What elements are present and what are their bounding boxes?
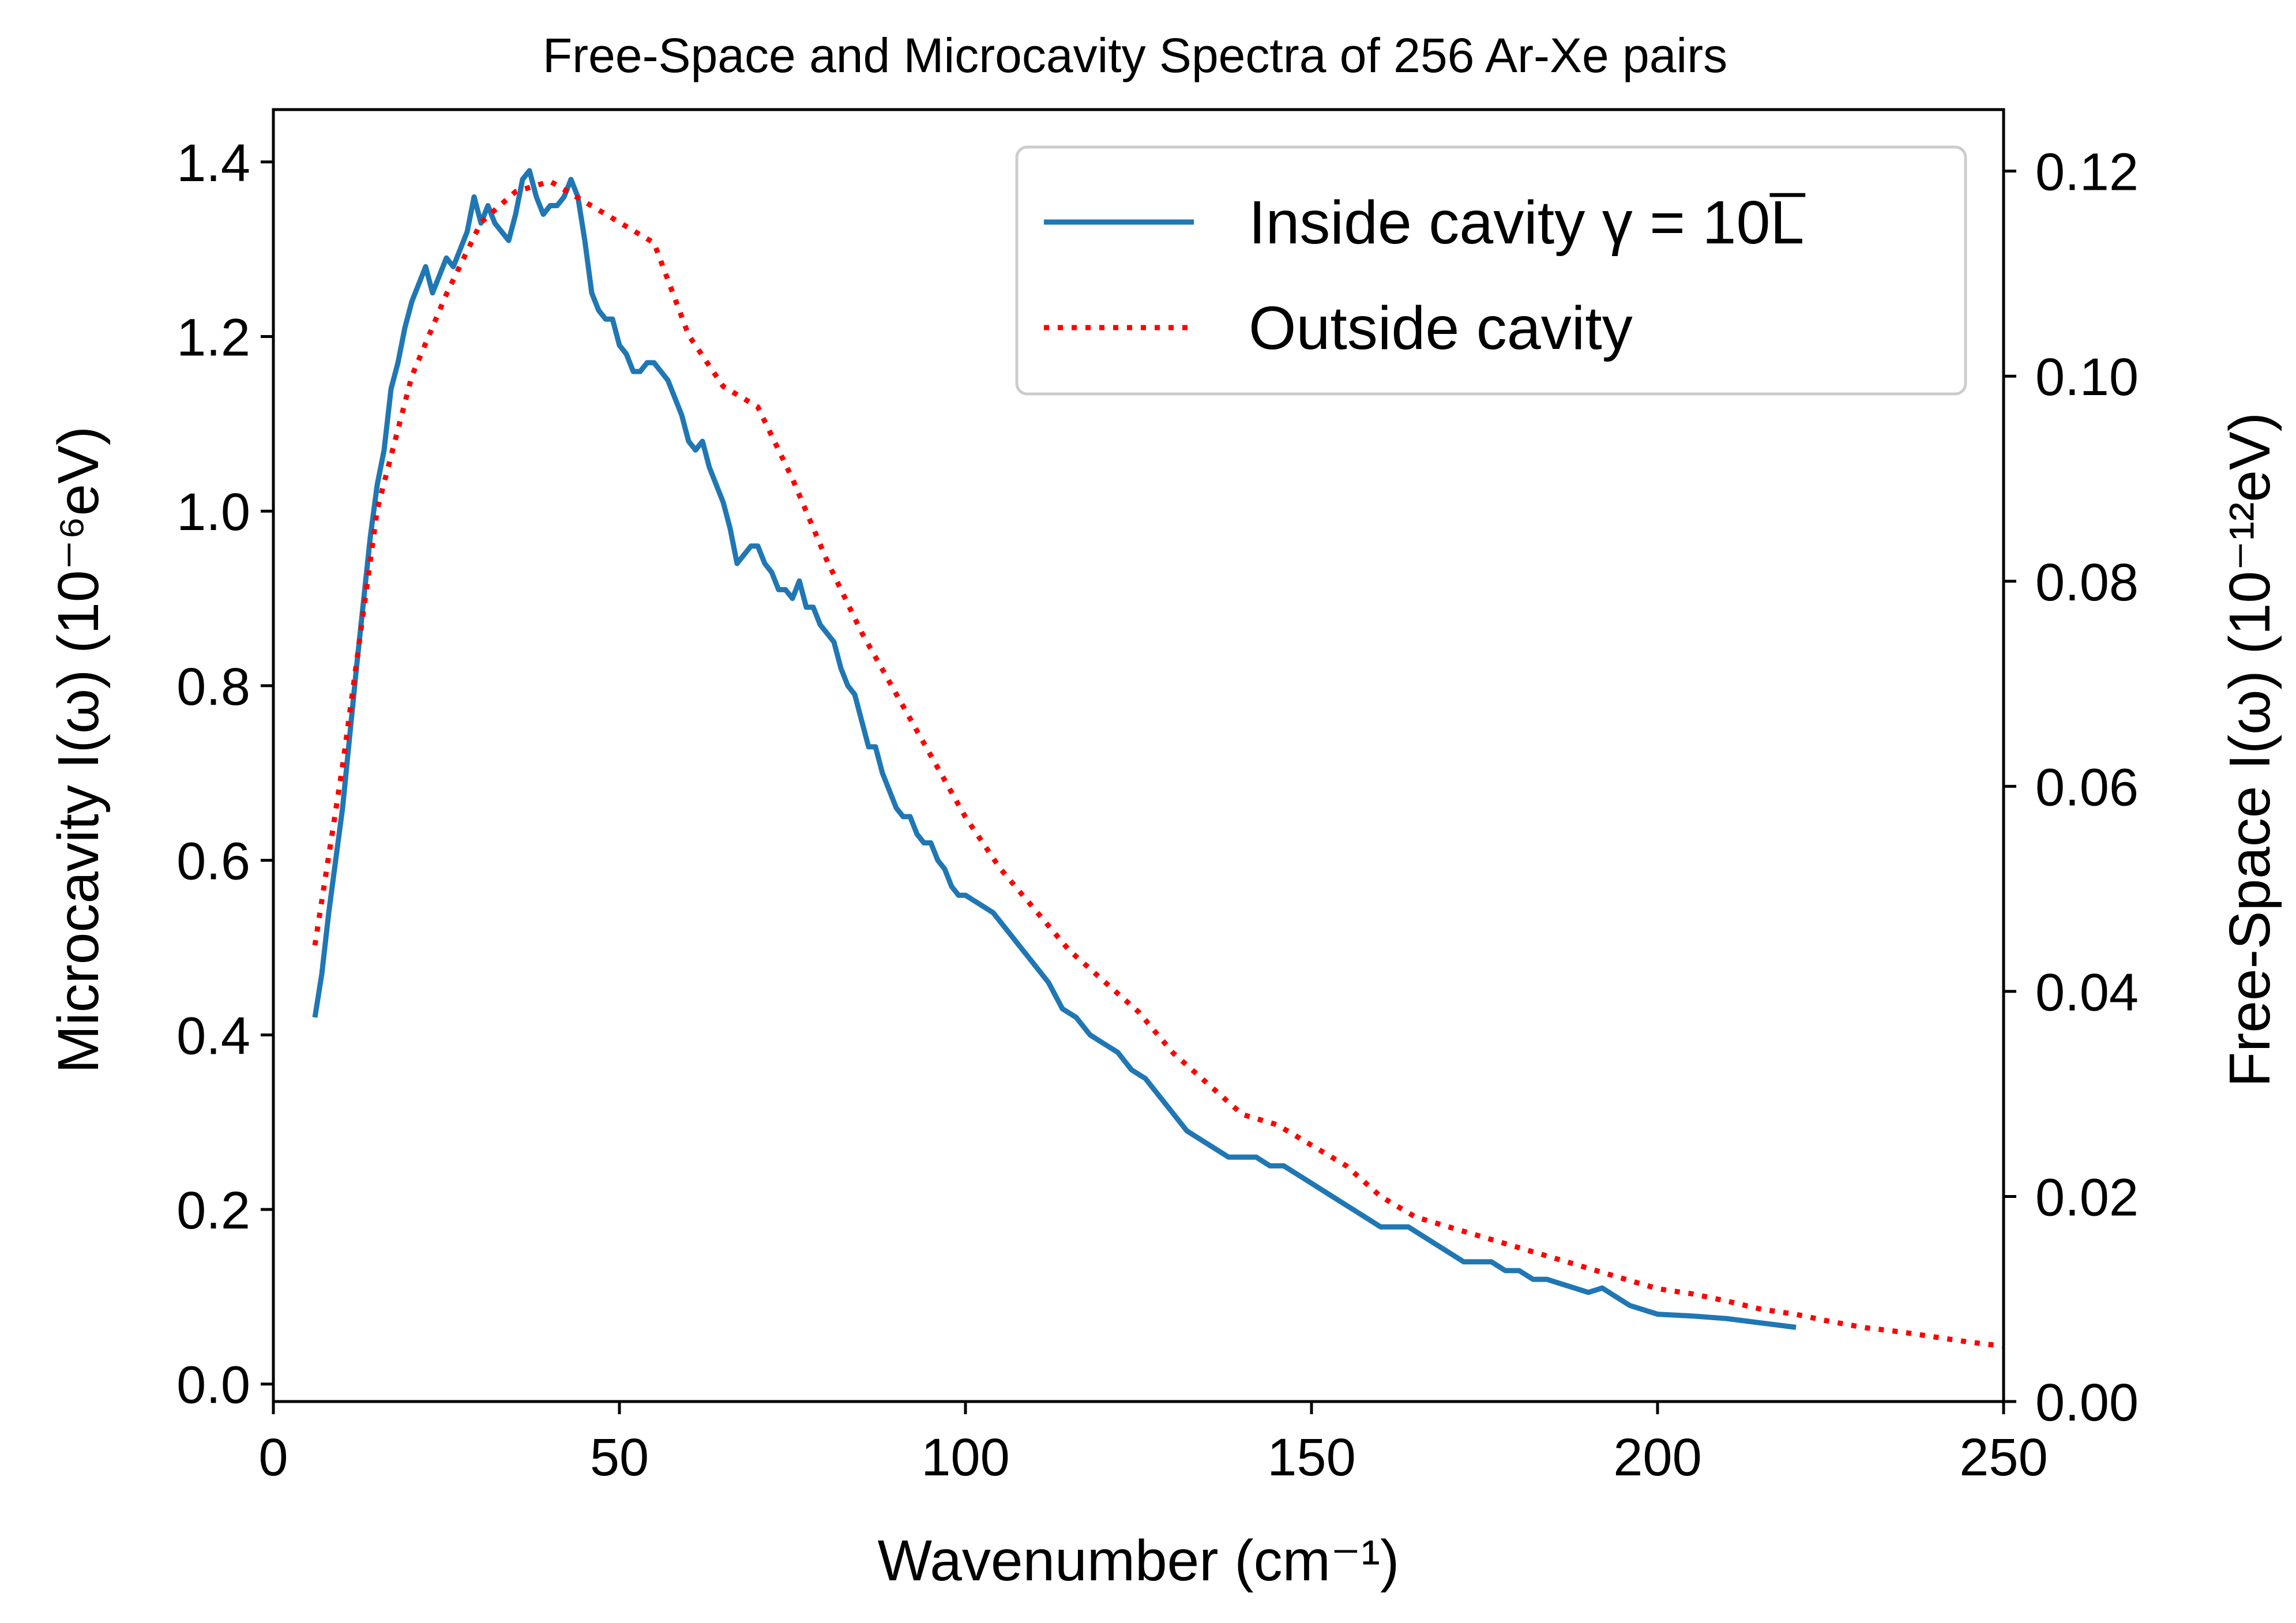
left-y-tick-label: 1.4 xyxy=(176,134,250,193)
x-tick-label: 250 xyxy=(1959,1428,2048,1487)
right-y-tick-label: 0.02 xyxy=(2035,1168,2139,1227)
left-y-tick-label: 1.2 xyxy=(176,309,250,367)
left-y-tick-label: 0.4 xyxy=(176,1006,250,1065)
right-y-tick-label: 0.04 xyxy=(2035,963,2139,1022)
x-tick-label: 200 xyxy=(1613,1428,1702,1487)
left-y-tick-label: 0.0 xyxy=(176,1356,250,1415)
x-tick-label: 0 xyxy=(258,1428,288,1487)
right-y-tick-label: 0.10 xyxy=(2035,348,2139,407)
chart-title: Free-Space and Microcavity Spectra of 25… xyxy=(543,28,1727,82)
right-y-tick-label: 0.08 xyxy=(2035,553,2139,612)
x-axis-title: Wavenumber (cm⁻¹) xyxy=(878,1528,1400,1593)
x-tick-label: 50 xyxy=(590,1428,649,1487)
right-y-axis-title: Free-Space I(ω) (10⁻¹²eV) xyxy=(2218,412,2282,1087)
right-y-tick-label: 0.12 xyxy=(2035,143,2139,202)
legend-label-inside-cavity: Inside cavity γ = 10L̅ xyxy=(1249,189,1805,257)
left-y-tick-label: 0.8 xyxy=(176,658,250,716)
x-tick-label: 100 xyxy=(921,1428,1010,1487)
left-y-tick-label: 0.2 xyxy=(176,1181,250,1240)
left-y-tick-label: 1.0 xyxy=(176,483,250,542)
legend-label-outside-cavity: Outside cavity xyxy=(1249,294,1633,362)
x-tick-label: 150 xyxy=(1267,1428,1356,1487)
left-y-tick-label: 0.6 xyxy=(176,832,250,891)
left-y-axis-title: Microcavity I(ω) (10⁻⁶eV) xyxy=(46,426,111,1073)
right-y-tick-label: 0.00 xyxy=(2035,1373,2139,1432)
legend: Inside cavity γ = 10L̅ Outside cavity xyxy=(1017,147,1966,394)
right-y-tick-label: 0.06 xyxy=(2035,758,2139,817)
